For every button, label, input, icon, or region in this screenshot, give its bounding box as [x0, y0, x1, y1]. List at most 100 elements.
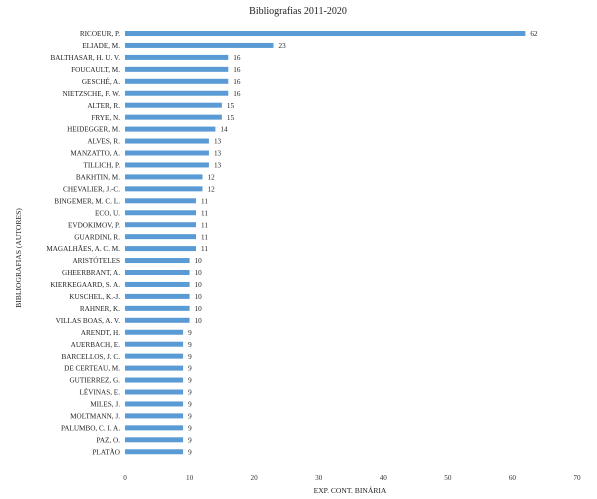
bar	[125, 54, 229, 60]
category-label: HEIDEGGER, M.	[67, 126, 120, 134]
value-label: 10	[195, 269, 203, 277]
category-label: GHEERBRANT, A.	[62, 269, 120, 277]
bar	[125, 281, 190, 287]
value-label: 9	[188, 329, 192, 337]
category-label: RAHNER, K.	[80, 305, 120, 313]
category-label: GESCHÉ, A.	[82, 76, 120, 86]
bar	[125, 31, 526, 36]
category-label: BALTHASAR, H. U. V.	[50, 54, 120, 62]
value-label: 9	[188, 413, 192, 421]
category-label: BARCELLOS, J. C.	[61, 353, 120, 361]
category-label: BINGEMER, M. C. L.	[54, 197, 120, 205]
bar	[125, 138, 209, 144]
value-label: 10	[195, 305, 203, 313]
bar	[125, 449, 184, 455]
category-label: PAZ, O.	[97, 436, 121, 444]
bar	[125, 90, 229, 96]
value-label: 62	[530, 30, 538, 38]
category-label: TILLICH, P.	[83, 162, 120, 170]
value-label: 11	[201, 233, 208, 241]
x-tick-label: 50	[444, 474, 452, 482]
bar	[125, 78, 229, 84]
category-label: NIETZSCHE, F. W.	[62, 90, 120, 98]
bar	[125, 186, 203, 192]
bars-group	[125, 31, 526, 455]
value-label: 10	[195, 317, 203, 325]
bar	[125, 305, 190, 311]
category-label: ARISTÓTELES	[72, 255, 120, 265]
value-label: 9	[188, 365, 192, 373]
x-tick-label: 70	[573, 474, 581, 482]
category-label: MAGALHÃES, A. C. M.	[46, 243, 120, 253]
category-label: ARENDT, H.	[81, 329, 120, 337]
bar	[125, 377, 184, 383]
category-label: GUARDINI, R.	[74, 233, 120, 241]
category-label: MOLTMANN, J.	[70, 413, 120, 421]
bar	[125, 341, 184, 347]
value-label: 13	[214, 150, 222, 158]
category-label: KIERKEGAARD, S. A.	[50, 281, 120, 289]
category-label: FOUCAULT, M.	[71, 66, 120, 74]
value-label: 16	[233, 90, 241, 98]
bar	[125, 293, 190, 299]
x-tick-labels-group: 0 10 20 30 40 50 60 70	[123, 474, 581, 482]
value-label: 10	[195, 281, 203, 289]
value-label: 10	[195, 257, 203, 265]
bar	[125, 413, 184, 419]
category-label: MANZATTO, A.	[70, 150, 120, 158]
x-tick-label: 40	[380, 474, 388, 482]
x-axis-title: EXP. CONT. BINÁRIA	[314, 485, 387, 495]
value-label: 10	[195, 293, 203, 301]
x-tick-label: 30	[315, 474, 323, 482]
chart-title: Bibliografias 2011-2020	[249, 6, 347, 17]
value-label: 11	[201, 221, 208, 229]
bar	[125, 126, 216, 132]
category-label: LÉVINAS, E.	[79, 387, 120, 397]
category-label: AUERBACH, E.	[71, 341, 121, 349]
value-label: 14	[220, 126, 228, 134]
value-label: 13	[214, 162, 222, 170]
value-label: 16	[233, 66, 241, 74]
category-label: KUSCHEL, K.-J.	[69, 293, 120, 301]
value-label: 9	[188, 377, 192, 385]
value-label: 16	[233, 78, 241, 86]
value-label: 11	[201, 209, 208, 217]
category-label: PLATÃO	[92, 446, 120, 456]
category-label: VILLAS BOAS, A. V.	[56, 317, 121, 325]
value-labels-group: 62 23 16 16 16 16 15 15 14 13 13 13 12 12 11 11 11 11 11 10…	[188, 30, 538, 456]
bar	[125, 234, 197, 240]
bar	[125, 198, 197, 204]
value-label: 15	[227, 102, 235, 110]
value-label: 9	[188, 448, 192, 456]
bar	[125, 317, 190, 323]
category-label: RICOEUR, P.	[80, 30, 120, 38]
bar	[125, 365, 184, 371]
value-label: 15	[227, 114, 235, 122]
value-label: 16	[233, 54, 241, 62]
bar	[125, 66, 229, 72]
value-label: 9	[188, 436, 192, 444]
value-label: 9	[188, 424, 192, 432]
category-label: DE CERTEAU, M.	[64, 365, 120, 373]
category-label: ALTER, R.	[87, 102, 120, 110]
value-label: 11	[201, 245, 208, 253]
value-label: 23	[279, 42, 287, 50]
x-tick-label: 20	[251, 474, 259, 482]
value-label: 9	[188, 389, 192, 397]
value-label: 12	[207, 185, 215, 193]
bar	[125, 401, 184, 407]
bar	[125, 150, 209, 156]
category-label: GUTIERREZ, G.	[69, 377, 120, 385]
value-label: 12	[207, 174, 215, 182]
bar	[125, 258, 190, 264]
value-label: 11	[201, 197, 208, 205]
category-label: CHEVALIER, J.-C.	[63, 185, 120, 193]
category-labels-group: RICOEUR, P. ELIADE, M. BALTHASAR, H. U. V.…	[46, 30, 120, 456]
bar	[125, 114, 222, 120]
value-label: 9	[188, 341, 192, 349]
category-label: BAKHTIN, M.	[76, 174, 120, 182]
bar	[125, 162, 209, 168]
bar	[125, 174, 203, 180]
